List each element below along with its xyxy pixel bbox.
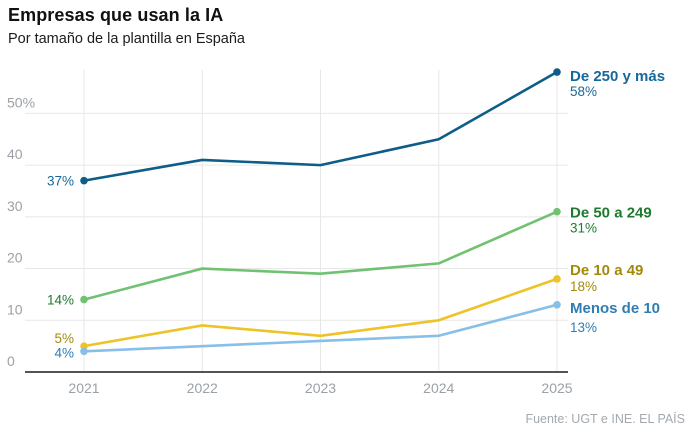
y-axis-tick-label: 30 xyxy=(7,198,23,214)
series-start-value-label: 14% xyxy=(47,293,74,308)
y-axis-tick-label: 40 xyxy=(7,146,23,162)
series-end-value-label: 13% xyxy=(570,320,597,335)
series-start-value-label: 5% xyxy=(54,331,74,346)
x-axis-tick-label: 2022 xyxy=(187,380,218,396)
chart-subtitle: Por tamaño de la plantilla en España xyxy=(8,31,245,47)
series-start-value-label: 4% xyxy=(54,345,74,360)
series-line xyxy=(82,303,559,353)
series-line xyxy=(82,70,559,182)
data-point-dot xyxy=(80,295,88,304)
series-name-label: De 10 a 49 xyxy=(570,262,643,279)
data-point-dot xyxy=(553,275,561,283)
series-end-value-label: 58% xyxy=(570,84,597,99)
data-point-dot xyxy=(80,176,88,185)
series-name-label: De 250 y más xyxy=(570,68,665,85)
y-axis-tick-label: 50% xyxy=(7,94,35,110)
x-axis-tick-label: 2023 xyxy=(305,380,336,396)
x-axis-tick-label: 2025 xyxy=(541,380,572,396)
series-start-value-label: 37% xyxy=(47,174,74,189)
data-point-dot xyxy=(80,347,88,356)
source-credit: Fuente: UGT e INE. EL PAÍS xyxy=(525,412,685,426)
series-name-label: Menos de 10 xyxy=(570,300,660,317)
data-point-dot xyxy=(553,207,561,216)
series-line xyxy=(82,210,559,301)
series-end-value-label: 18% xyxy=(570,279,597,294)
x-axis-tick-label: 2021 xyxy=(68,380,99,396)
series-name-label: De 50 a 249 xyxy=(570,205,652,222)
y-axis-tick-label: 0 xyxy=(7,353,15,369)
chart-title: Empresas que usan la IA xyxy=(8,5,224,25)
x-axis-tick-label: 2024 xyxy=(423,380,454,396)
data-point-dot xyxy=(553,68,561,76)
series-end-value-label: 31% xyxy=(570,221,597,236)
data-point-dot xyxy=(553,300,561,309)
y-axis-tick-label: 20 xyxy=(7,250,23,266)
series-line xyxy=(82,277,559,348)
y-axis-tick-label: 10 xyxy=(7,301,23,317)
